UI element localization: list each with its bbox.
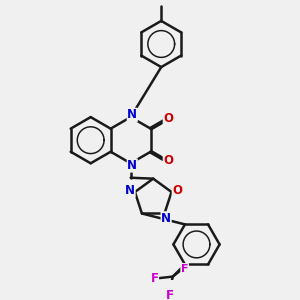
Text: N: N <box>125 184 135 197</box>
Text: F: F <box>151 272 158 285</box>
Text: O: O <box>172 184 182 197</box>
Text: N: N <box>127 159 137 172</box>
Text: N: N <box>161 212 171 225</box>
Text: O: O <box>163 112 173 125</box>
Text: F: F <box>166 289 174 300</box>
Text: F: F <box>181 264 188 274</box>
Text: O: O <box>163 154 173 166</box>
Text: N: N <box>127 108 137 122</box>
